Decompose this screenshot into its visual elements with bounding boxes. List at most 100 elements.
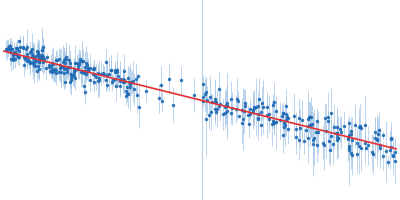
Point: [202, 93, 208, 96]
Point: [385, 160, 391, 163]
Point: [156, 97, 162, 100]
Point: [103, 60, 109, 63]
Point: [203, 117, 209, 121]
Point: [70, 71, 77, 74]
Point: [113, 68, 120, 71]
Point: [227, 97, 234, 101]
Point: [245, 113, 251, 116]
Point: [60, 58, 67, 61]
Point: [212, 97, 218, 100]
Point: [39, 49, 45, 52]
Point: [66, 58, 72, 62]
Point: [158, 83, 164, 86]
Point: [313, 130, 319, 134]
Point: [22, 48, 29, 51]
Point: [82, 69, 88, 73]
Point: [280, 133, 286, 136]
Point: [68, 76, 74, 80]
Point: [282, 123, 288, 126]
Point: [271, 121, 277, 124]
Point: [254, 117, 261, 120]
Point: [58, 66, 64, 69]
Point: [228, 111, 234, 114]
Point: [12, 51, 18, 54]
Point: [48, 64, 54, 68]
Point: [33, 54, 40, 57]
Point: [349, 153, 355, 156]
Point: [14, 54, 21, 57]
Point: [60, 60, 67, 63]
Point: [178, 78, 184, 82]
Point: [14, 47, 20, 50]
Point: [3, 47, 10, 51]
Point: [305, 137, 311, 140]
Point: [277, 119, 283, 122]
Point: [348, 129, 354, 132]
Point: [356, 145, 362, 148]
Point: [228, 107, 235, 110]
Point: [8, 48, 14, 51]
Point: [371, 130, 378, 133]
Point: [338, 131, 344, 134]
Point: [358, 146, 364, 149]
Point: [256, 97, 262, 101]
Point: [112, 69, 118, 72]
Point: [346, 134, 352, 137]
Point: [222, 111, 228, 114]
Point: [104, 83, 110, 87]
Point: [117, 80, 123, 83]
Point: [68, 78, 75, 81]
Point: [349, 138, 355, 142]
Point: [284, 116, 291, 119]
Point: [213, 110, 219, 114]
Point: [31, 58, 38, 61]
Point: [62, 57, 69, 60]
Point: [320, 144, 327, 147]
Point: [28, 52, 35, 55]
Point: [24, 55, 30, 58]
Point: [66, 66, 73, 69]
Point: [129, 80, 135, 83]
Point: [36, 53, 42, 56]
Point: [272, 110, 279, 113]
Point: [70, 73, 77, 76]
Point: [31, 61, 38, 65]
Point: [91, 73, 98, 76]
Point: [211, 100, 218, 103]
Point: [255, 104, 261, 108]
Point: [61, 67, 68, 70]
Point: [15, 55, 22, 58]
Point: [216, 88, 222, 91]
Point: [72, 61, 78, 64]
Point: [125, 77, 131, 80]
Point: [79, 59, 86, 62]
Point: [28, 47, 35, 51]
Point: [110, 79, 116, 82]
Point: [61, 71, 67, 75]
Point: [81, 85, 87, 88]
Point: [387, 146, 394, 149]
Point: [56, 63, 63, 66]
Point: [284, 127, 291, 131]
Point: [308, 123, 314, 126]
Point: [49, 62, 56, 65]
Point: [223, 105, 229, 108]
Point: [27, 60, 33, 63]
Point: [36, 67, 42, 70]
Point: [66, 81, 73, 84]
Point: [112, 78, 118, 81]
Point: [21, 64, 27, 67]
Point: [68, 72, 74, 76]
Point: [21, 56, 27, 59]
Point: [345, 138, 352, 141]
Point: [346, 149, 352, 152]
Point: [190, 93, 197, 97]
Point: [370, 153, 376, 156]
Point: [280, 111, 286, 115]
Point: [95, 79, 102, 82]
Point: [310, 142, 316, 146]
Point: [77, 58, 83, 61]
Point: [207, 95, 213, 98]
Point: [325, 115, 331, 118]
Point: [345, 136, 352, 140]
